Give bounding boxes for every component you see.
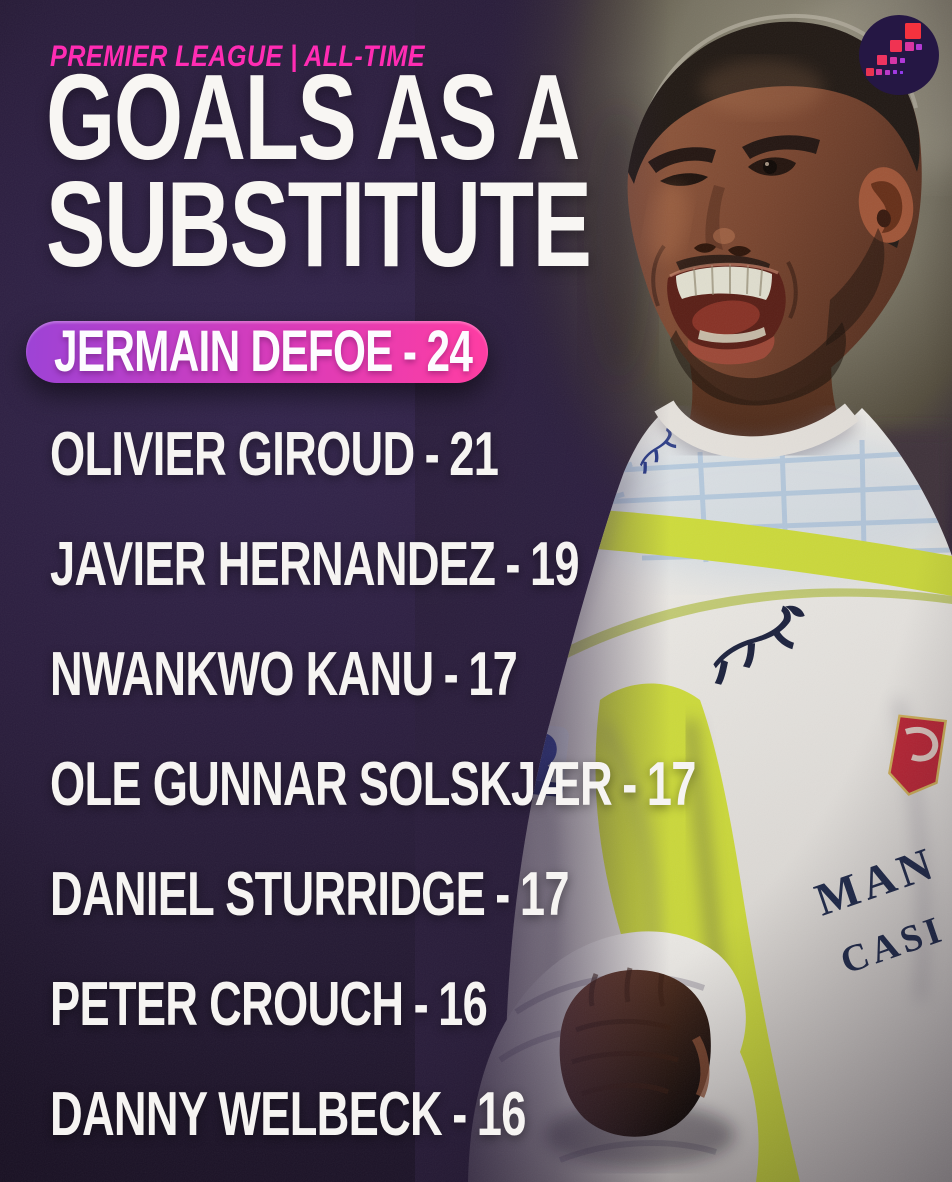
separator: -: [413, 970, 429, 1039]
leader-name: JERMAIN DEFOE: [54, 319, 393, 384]
separator: -: [424, 420, 440, 489]
player-goals: 16: [438, 970, 488, 1039]
player-row: DANNY WELBECK -16: [50, 1084, 702, 1146]
player-name: DANNY WELBECK: [50, 1080, 443, 1149]
player-name: OLE GUNNAR SOLSKJÆR: [50, 750, 613, 819]
player-name: OLIVIER GIROUD: [50, 420, 415, 489]
player-goals: 21: [449, 420, 499, 489]
separator: -: [505, 530, 520, 599]
stats-logo-icon: [859, 15, 939, 95]
kicker: PREMIER LEAGUE | ALL-TIME: [50, 40, 496, 74]
player-row: OLIVIER GIROUD -21: [50, 424, 664, 486]
player-goals: 16: [476, 1080, 527, 1149]
page-title: GOALS AS A SUBSTITUTE: [46, 49, 792, 292]
player-goals: 19: [529, 530, 580, 599]
player-row: PETER CROUCH -16: [50, 974, 649, 1036]
player-goals: 17: [646, 750, 697, 819]
player-name: PETER CROUCH: [50, 970, 404, 1039]
title-line-1: GOALS AS A: [46, 49, 580, 185]
separator: -: [495, 860, 510, 929]
leader-pill-text: JERMAIN DEFOE -24: [54, 323, 473, 381]
player-name: DANIEL STURRIDGE: [50, 860, 486, 929]
leader-goals: 24: [426, 319, 473, 384]
player-row: JAVIER HERNANDEZ -19: [50, 534, 774, 596]
kicker-text: PREMIER LEAGUE | ALL-TIME: [50, 40, 426, 73]
separator: -: [402, 319, 417, 384]
player-name: JAVIER HERNANDEZ: [50, 530, 496, 599]
separator: -: [443, 640, 459, 709]
separator: -: [622, 750, 637, 819]
player-name: NWANKWO KANU: [50, 640, 434, 709]
separator: -: [452, 1080, 467, 1149]
player-row: OLE GUNNAR SOLSKJÆR -17: [50, 754, 934, 816]
title-line-2: SUBSTITUTE: [46, 156, 592, 292]
player-row: DANIEL STURRIDGE -17: [50, 864, 761, 926]
player-goals: 17: [519, 860, 570, 929]
leader-pill: JERMAIN DEFOE -24: [26, 321, 488, 383]
player-goals: 17: [468, 640, 518, 709]
player-row: NWANKWO KANU -17: [50, 644, 690, 706]
